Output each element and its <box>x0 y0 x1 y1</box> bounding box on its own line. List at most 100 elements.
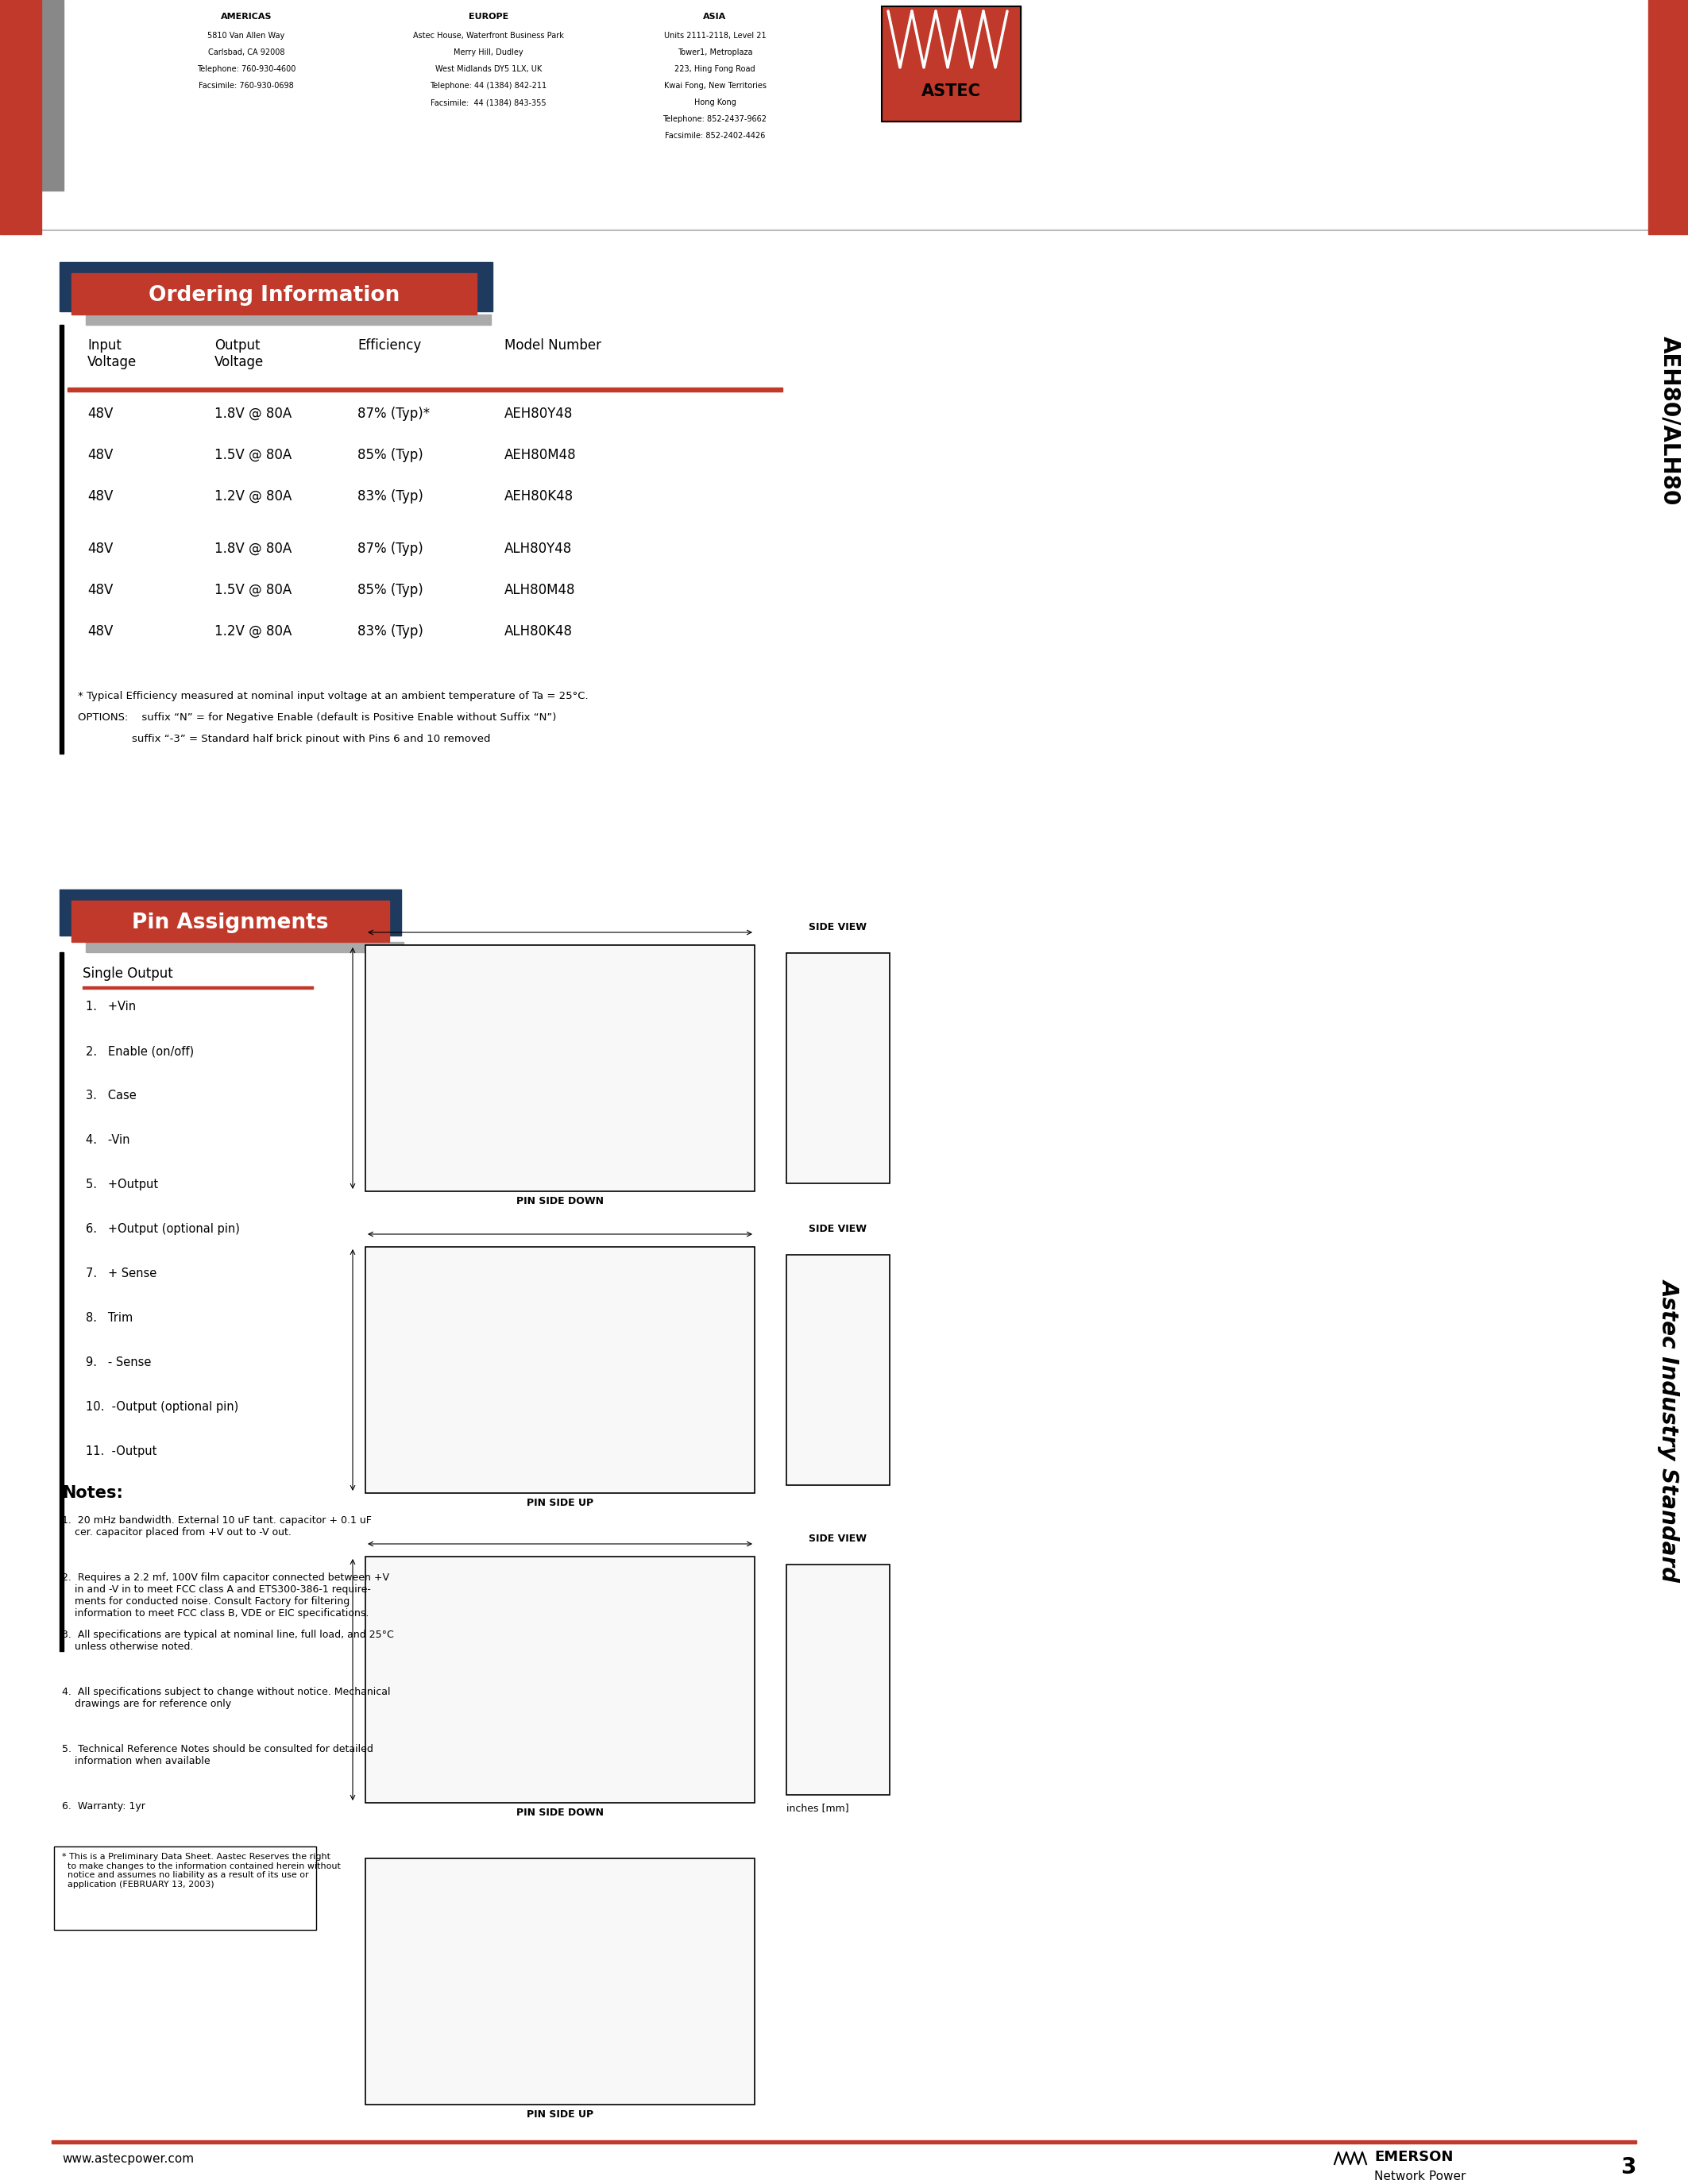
Bar <box>1647 0 1688 234</box>
Text: 9.   - Sense: 9. - Sense <box>86 1356 152 1369</box>
Bar <box>0 0 41 234</box>
Text: Pin Assignments: Pin Assignments <box>132 913 329 933</box>
Text: 48V: 48V <box>88 448 113 463</box>
Text: SIDE VIEW: SIDE VIEW <box>809 922 868 933</box>
Text: West Midlands DY5 1LX, UK: West Midlands DY5 1LX, UK <box>436 66 542 72</box>
Text: 87% (Typ): 87% (Typ) <box>358 542 424 557</box>
Text: 1.8V @ 80A: 1.8V @ 80A <box>214 542 292 557</box>
Text: ASTEC: ASTEC <box>922 83 981 98</box>
Bar <box>365 1859 755 2105</box>
Text: 1.   +Vin: 1. +Vin <box>86 1000 137 1013</box>
Bar <box>59 325 64 753</box>
Bar <box>787 1564 890 1795</box>
Text: Telephone: 852-2437-9662: Telephone: 852-2437-9662 <box>663 116 766 122</box>
Text: 6.   +Output (optional pin): 6. +Output (optional pin) <box>86 1223 240 1234</box>
Text: OPTIONS:    suffix “N” = for Negative Enable (default is Positive Enable without: OPTIONS: suffix “N” = for Negative Enabl… <box>78 712 557 723</box>
Text: 48V: 48V <box>88 489 113 505</box>
Bar <box>365 1557 755 1802</box>
Text: 4.   -Vin: 4. -Vin <box>86 1133 130 1147</box>
Text: 1.5V @ 80A: 1.5V @ 80A <box>214 583 292 596</box>
Text: 1.2V @ 80A: 1.2V @ 80A <box>214 489 292 505</box>
Text: AEH80M48: AEH80M48 <box>505 448 576 463</box>
Bar <box>365 1859 755 2105</box>
Bar <box>83 987 312 989</box>
Text: 48V: 48V <box>88 406 113 422</box>
Text: 48V: 48V <box>88 625 113 638</box>
Bar <box>365 1247 755 1494</box>
Text: 2.   Enable (on/off): 2. Enable (on/off) <box>86 1046 194 1057</box>
Bar <box>86 941 403 952</box>
Text: AEH80Y48: AEH80Y48 <box>505 406 572 422</box>
Text: 48V: 48V <box>88 542 113 557</box>
Text: 48V: 48V <box>88 583 113 596</box>
Text: Tower1, Metroplaza: Tower1, Metroplaza <box>677 48 753 57</box>
Bar <box>59 889 402 935</box>
Bar <box>787 1564 890 1795</box>
Bar <box>86 314 491 325</box>
Text: 85% (Typ): 85% (Typ) <box>358 448 424 463</box>
Bar <box>68 387 783 391</box>
Text: ASIA: ASIA <box>704 13 726 20</box>
Text: Notes:: Notes: <box>62 1485 123 1500</box>
Bar <box>71 273 476 314</box>
Text: Single Output: Single Output <box>83 968 172 981</box>
Text: PIN SIDE UP: PIN SIDE UP <box>527 1498 594 1509</box>
Text: 2.  Requires a 2.2 mf, 100V film capacitor connected between +V
    in and -V in: 2. Requires a 2.2 mf, 100V film capacito… <box>62 1572 390 1618</box>
Text: AEH80/ALH80: AEH80/ALH80 <box>1659 336 1681 507</box>
Bar <box>52 2140 1636 2143</box>
Text: Hong Kong: Hong Kong <box>694 98 736 107</box>
Bar <box>787 952 890 1184</box>
Text: AMERICAS: AMERICAS <box>221 13 272 20</box>
Text: 223, Hing Fong Road: 223, Hing Fong Road <box>675 66 755 72</box>
Text: PIN SIDE DOWN: PIN SIDE DOWN <box>517 1808 604 1817</box>
Text: PIN SIDE UP: PIN SIDE UP <box>527 2110 594 2121</box>
Bar <box>365 946 755 1190</box>
Text: Output
Voltage: Output Voltage <box>214 339 263 369</box>
Text: 3.   Case: 3. Case <box>86 1090 137 1101</box>
Bar <box>365 946 755 1190</box>
Bar <box>59 262 493 312</box>
Bar <box>365 1557 755 1802</box>
Text: Model Number: Model Number <box>505 339 601 352</box>
Text: 3.  All specifications are typical at nominal line, full load, and 25°C
    unle: 3. All specifications are typical at nom… <box>62 1629 393 1651</box>
Text: Merry Hill, Dudley: Merry Hill, Dudley <box>454 48 523 57</box>
Text: Carlsbad, CA 92008: Carlsbad, CA 92008 <box>208 48 285 57</box>
Text: SIDE VIEW: SIDE VIEW <box>809 1533 868 1544</box>
Text: Network Power: Network Power <box>1374 2171 1465 2182</box>
Text: www.astecpower.com: www.astecpower.com <box>62 2153 194 2164</box>
Text: 11.  -Output: 11. -Output <box>86 1446 157 1457</box>
Text: 3: 3 <box>1620 2156 1636 2177</box>
Bar <box>365 1247 755 1494</box>
Text: 1.  20 mHz bandwidth. External 10 uF tant. capacitor + 0.1 uF
    cer. capacitor: 1. 20 mHz bandwidth. External 10 uF tant… <box>62 1516 371 1538</box>
Text: 5810 Van Allen Way: 5810 Van Allen Way <box>208 33 285 39</box>
Bar <box>787 1256 890 1485</box>
Text: 1.2V @ 80A: 1.2V @ 80A <box>214 625 292 638</box>
Text: 6.  Warranty: 1yr: 6. Warranty: 1yr <box>62 1802 145 1811</box>
Bar <box>41 0 64 190</box>
Text: AEH80K48: AEH80K48 <box>505 489 574 505</box>
Text: * Typical Efficiency measured at nominal input voltage at an ambient temperature: * Typical Efficiency measured at nominal… <box>78 690 589 701</box>
Text: 7.   + Sense: 7. + Sense <box>86 1267 157 1280</box>
Bar <box>54 1845 316 1931</box>
Text: 83% (Typ): 83% (Typ) <box>358 625 424 638</box>
Text: Astec House, Waterfront Business Park: Astec House, Waterfront Business Park <box>414 33 564 39</box>
Bar <box>881 7 1021 122</box>
Text: 8.   Trim: 8. Trim <box>86 1313 133 1324</box>
Text: 83% (Typ): 83% (Typ) <box>358 489 424 505</box>
Text: Kwai Fong, New Territories: Kwai Fong, New Territories <box>663 81 766 90</box>
Text: Ordering Information: Ordering Information <box>149 286 400 306</box>
Text: Efficiency: Efficiency <box>358 339 422 352</box>
Text: 5.  Technical Reference Notes should be consulted for detailed
    information w: 5. Technical Reference Notes should be c… <box>62 1745 373 1767</box>
Text: ALH80M48: ALH80M48 <box>505 583 576 596</box>
Text: 87% (Typ)*: 87% (Typ)* <box>358 406 430 422</box>
Text: Telephone: 44 (1384) 842-211: Telephone: 44 (1384) 842-211 <box>430 81 547 90</box>
Text: * This is a Preliminary Data Sheet. Aastec Reserves the right
  to make changes : * This is a Preliminary Data Sheet. Aast… <box>62 1852 341 1889</box>
Text: 10.  -Output (optional pin): 10. -Output (optional pin) <box>86 1400 238 1413</box>
Text: 4.  All specifications subject to change without notice. Mechanical
    drawings: 4. All specifications subject to change … <box>62 1686 390 1710</box>
Text: Units 2111-2118, Level 21: Units 2111-2118, Level 21 <box>663 33 766 39</box>
Text: SIDE VIEW: SIDE VIEW <box>809 1223 868 1234</box>
Text: inches [mm]: inches [mm] <box>787 1802 849 1813</box>
Bar <box>787 952 890 1184</box>
Text: ALH80K48: ALH80K48 <box>505 625 572 638</box>
Text: Facsimile: 760-930-0698: Facsimile: 760-930-0698 <box>199 81 294 90</box>
